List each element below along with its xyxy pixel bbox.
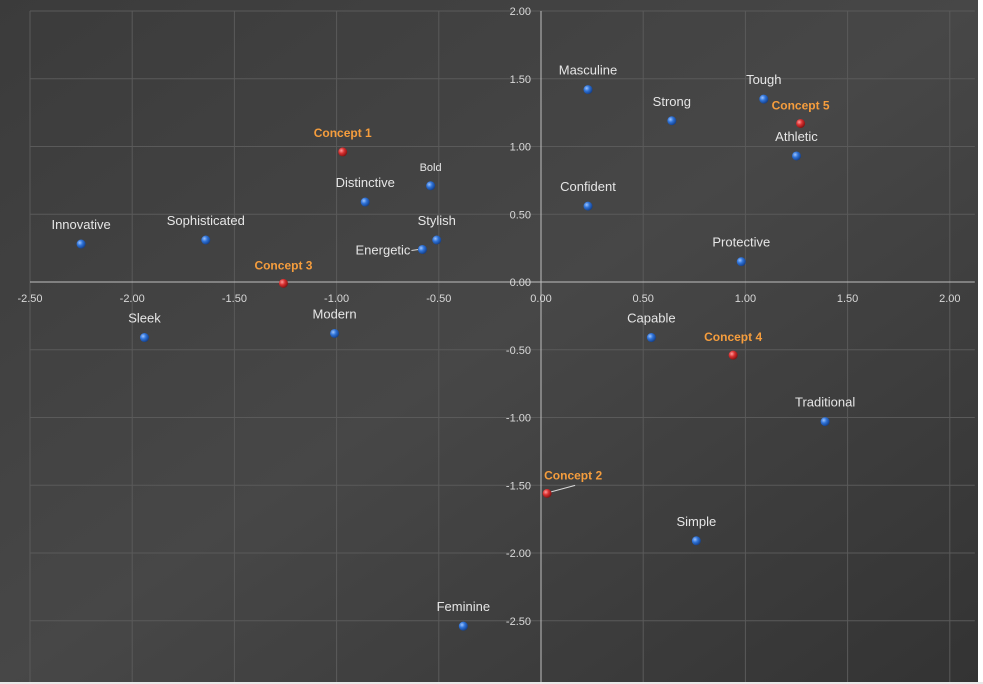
attribute-point-stylish — [432, 235, 442, 245]
concept-point-concept-5 — [796, 118, 806, 128]
y-tick-label: -1.00 — [506, 413, 531, 425]
attribute-point-capable — [646, 333, 656, 343]
concept-label-concept-3: Concept 3 — [254, 258, 312, 272]
x-tick-label: -1.00 — [324, 293, 349, 305]
data-labels: Innovative Sophisticated Sleek Modern Distin… — [51, 63, 855, 615]
attribute-label-distinctive: Distinctive — [336, 175, 395, 190]
concept-point-concept-3 — [278, 278, 288, 288]
bottom-strip — [0, 682, 983, 684]
attribute-point-traditional — [820, 417, 830, 427]
attribute-label-protective: Protective — [712, 235, 770, 250]
attribute-label-confident: Confident — [560, 179, 616, 194]
x-tick-label: 0.00 — [530, 293, 551, 305]
y-tick-label: -0.50 — [506, 345, 531, 357]
attribute-label-sleek: Sleek — [128, 311, 161, 326]
x-tick-label: 1.00 — [735, 293, 756, 305]
concept-label-concept-4: Concept 4 — [704, 330, 762, 344]
attribute-label-tough: Tough — [746, 72, 781, 87]
attribute-point-simple — [691, 536, 701, 546]
attribute-label-strong: Strong — [653, 94, 691, 109]
concept-point-concept-4 — [728, 350, 738, 360]
attribute-label-masculine: Masculine — [559, 63, 618, 78]
attribute-point-masculine — [583, 85, 593, 95]
attribute-point-sleek — [139, 333, 149, 343]
attribute-label-energetic: Energetic — [356, 242, 411, 257]
attribute-label-traditional: Traditional — [795, 395, 855, 410]
x-tick-label: 1.50 — [837, 293, 858, 305]
attribute-point-confident — [583, 201, 593, 211]
concept-label-concept-2: Concept 2 — [544, 468, 602, 482]
y-tick-label: 0.50 — [510, 209, 531, 221]
concept-point-concept-2 — [542, 488, 552, 498]
attribute-point-tough — [759, 94, 769, 104]
attribute-label-capable: Capable — [627, 311, 675, 326]
tick-labels: -2.50 -2.00 -1.50 -1.00 -0.50 0.00 0.50 1.00 1.5… — [17, 6, 960, 628]
x-tick-label: -1.50 — [222, 293, 247, 305]
y-tick-label: -1.50 — [506, 480, 531, 492]
attribute-label-bold: Bold — [420, 162, 442, 174]
attribute-point-energetic — [417, 244, 427, 254]
leader-lines — [411, 248, 576, 493]
attribute-point-innovative — [76, 239, 86, 249]
concept-label-concept-5: Concept 5 — [772, 98, 830, 112]
attribute-point-bold — [426, 181, 436, 191]
leader-line-energetic — [411, 248, 419, 251]
attribute-point-distinctive — [360, 197, 370, 207]
y-tick-label: -2.50 — [506, 616, 531, 628]
attribute-point-protective — [736, 257, 746, 267]
attribute-point-sophisticated — [201, 235, 211, 245]
attribute-label-feminine: Feminine — [437, 599, 490, 614]
attribute-label-modern: Modern — [313, 306, 357, 321]
y-tick-label: 2.00 — [510, 6, 531, 18]
x-tick-label: 2.00 — [939, 293, 960, 305]
attribute-label-simple: Simple — [676, 514, 716, 529]
attribute-point-modern — [330, 328, 340, 338]
attribute-label-sophisticated: Sophisticated — [167, 213, 245, 228]
x-tick-label: 0.50 — [632, 293, 653, 305]
y-tick-label: -2.00 — [506, 548, 531, 560]
attribute-point-strong — [667, 116, 677, 126]
y-tick-label: 0.00 — [510, 277, 531, 289]
y-tick-label: 1.50 — [510, 74, 531, 86]
attribute-point-athletic — [792, 151, 801, 161]
x-tick-label: -2.00 — [120, 293, 145, 305]
concept-label-concept-1: Concept 1 — [314, 126, 372, 140]
attribute-point-feminine — [458, 621, 468, 631]
attribute-label-stylish: Stylish — [418, 213, 456, 228]
x-tick-label: -0.50 — [426, 293, 451, 305]
attribute-label-athletic: Athletic — [775, 129, 818, 144]
x-tick-label: -2.50 — [17, 293, 42, 305]
grid — [29, 10, 975, 682]
y-tick-label: 1.00 — [510, 142, 531, 154]
leader-line-concept-2 — [549, 484, 576, 493]
data-points — [76, 85, 830, 631]
axes — [30, 11, 975, 682]
attribute-label-innovative: Innovative — [51, 217, 110, 232]
concept-point-concept-1 — [338, 147, 348, 157]
